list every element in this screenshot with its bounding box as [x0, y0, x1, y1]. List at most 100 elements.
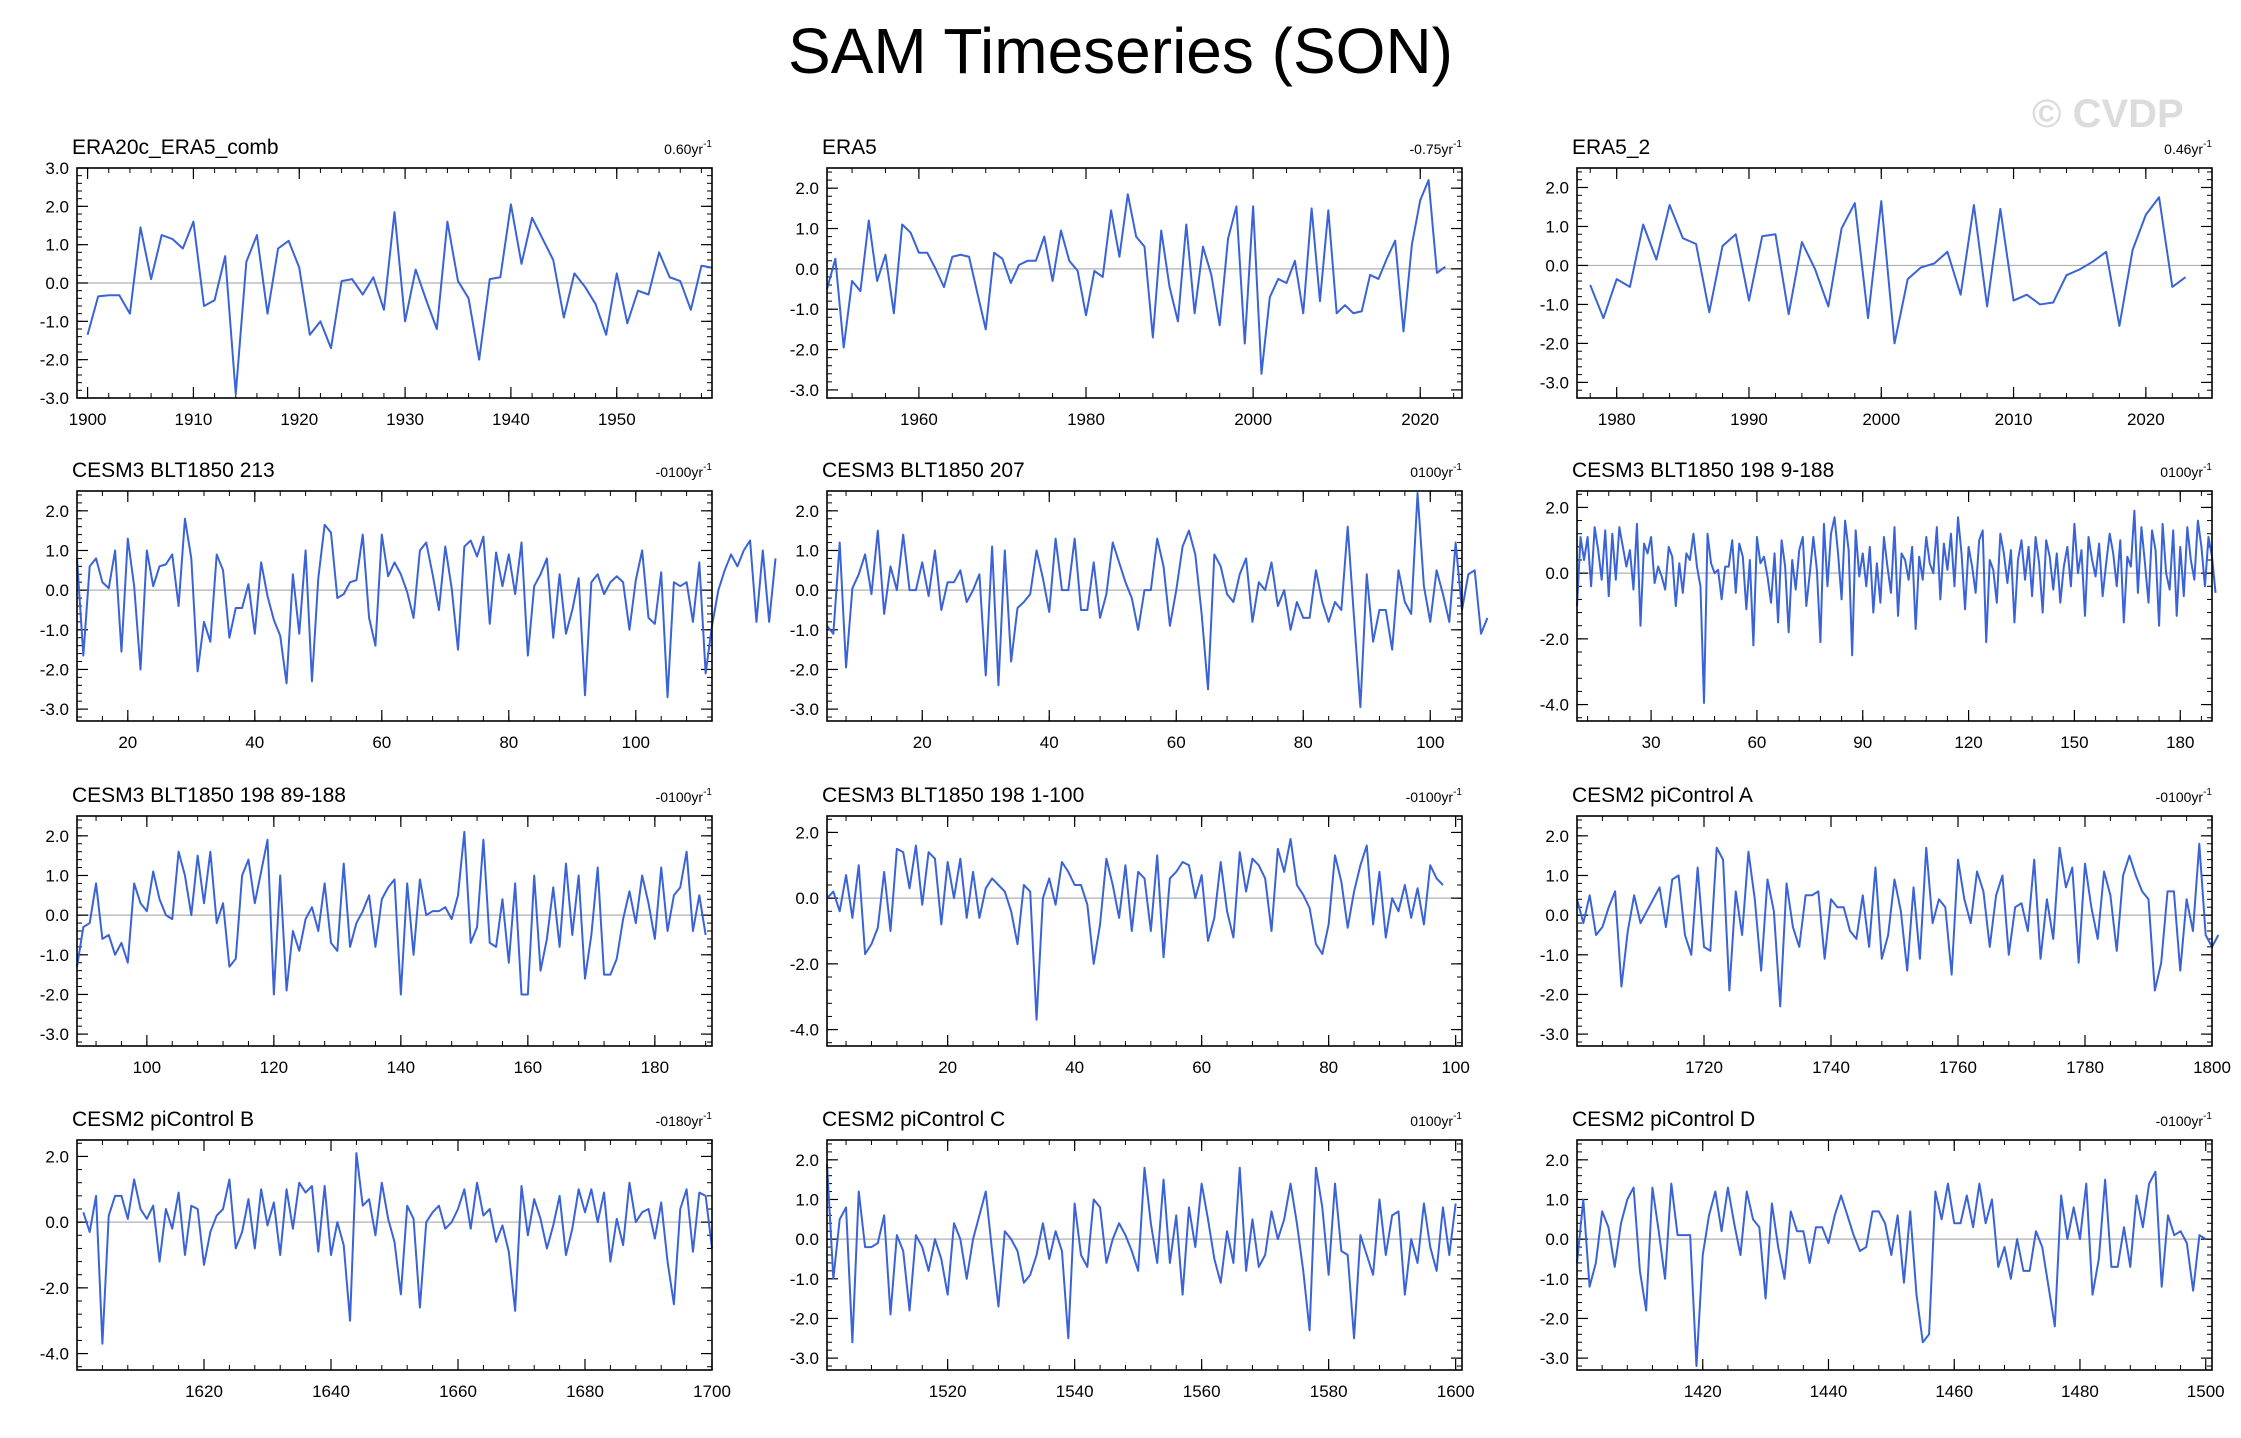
plot-frame	[826, 490, 1463, 722]
y-tick-label: 2.0	[795, 179, 819, 198]
x-tick-label: 1420	[1684, 1382, 1722, 1401]
series-line	[1576, 842, 2220, 1008]
trend-label: -0180yr-1	[656, 1111, 713, 1129]
x-tick-label: 1700	[693, 1382, 731, 1401]
chart-panel: CESM2 piControl A -0100yr-1 -3.0 -2.0 -1.0 0.…	[1540, 784, 2231, 1077]
y-tick-label: -4.0	[1540, 696, 1569, 715]
chart-title: ERA5	[822, 136, 877, 159]
series-line	[826, 491, 1489, 709]
y-tick-label: -1.0	[1540, 1270, 1569, 1289]
x-tick-label: 2010	[1995, 410, 2033, 429]
trend-exponent: -1	[1453, 787, 1462, 798]
trend-exponent: -1	[2203, 1111, 2212, 1122]
series-line	[1576, 1170, 2207, 1368]
y-tick-label: -1.0	[790, 1270, 819, 1289]
trend-exponent: -1	[1453, 139, 1462, 150]
x-tick-label: 180	[641, 1058, 669, 1077]
x-tick-label: 1540	[1056, 1382, 1094, 1401]
series-line	[86, 203, 713, 396]
y-tick-label: 2.0	[1545, 178, 1569, 197]
trend-label: 0100yr-1	[2160, 462, 2212, 480]
chart-panel: CESM3 BLT1850 213 -0100yr-1 -3.0 -2.0 -1.0 0.…	[40, 459, 777, 752]
x-tick-label: 40	[245, 733, 264, 752]
y-tick-label: -3.0	[1540, 1349, 1569, 1368]
chart-panel: ERA5 -0.75yr-1 -3.0 -2.0 -1.0 0.0 1.0 2.0 1960 19…	[790, 136, 1463, 429]
y-tick-label: 1.0	[45, 541, 69, 560]
x-tick-label: 1740	[1812, 1058, 1850, 1077]
y-tick-label: -2.0	[790, 660, 819, 679]
y-tick-label: 2.0	[795, 1151, 819, 1170]
y-tick-label: -1.0	[1540, 295, 1569, 314]
x-tick-label: 1800	[2193, 1058, 2231, 1077]
chart-panel: CESM2 piControl C 0100yr-1 -3.0 -2.0 -1.0 0.0…	[790, 1108, 1475, 1401]
x-tick-label: 2000	[1862, 410, 1900, 429]
y-tick-label: -2.0	[1540, 630, 1569, 649]
y-tick-label: -3.0	[40, 700, 69, 719]
x-tick-label: 140	[387, 1058, 415, 1077]
x-tick-label: 1960	[900, 410, 938, 429]
x-tick-label: 1440	[1810, 1382, 1848, 1401]
chart-panel: CESM2 piControl D -0100yr-1 -3.0 -2.0 -1.0 0.…	[1540, 1108, 2225, 1401]
y-tick-label: -3.0	[1540, 1025, 1569, 1044]
x-tick-label: 1460	[1935, 1382, 1973, 1401]
trend-exponent: -1	[703, 139, 712, 150]
y-tick-label: 0.0	[795, 260, 819, 279]
y-tick-label: 0.0	[45, 1213, 69, 1232]
y-tick-label: -3.0	[40, 1025, 69, 1044]
series-line	[826, 838, 1444, 1021]
y-tick-label: 1.0	[1545, 866, 1569, 885]
x-tick-label: 20	[913, 733, 932, 752]
y-tick-label: 2.0	[45, 197, 69, 216]
chart-title: CESM2 piControl D	[1572, 1108, 1755, 1131]
trend-exponent: -1	[1453, 1111, 1462, 1122]
chart-title: CESM2 piControl A	[1572, 784, 1753, 807]
y-tick-label: 1.0	[45, 866, 69, 885]
series-line	[826, 1163, 1457, 1344]
y-tick-label: -1.0	[40, 946, 69, 965]
x-tick-label: 1980	[1598, 410, 1636, 429]
chart-panel: CESM3 BLT1850 207 0100yr-1 -3.0 -2.0 -1.0 0.0…	[790, 459, 1489, 752]
x-tick-label: 30	[1642, 733, 1661, 752]
y-tick-label: 0.0	[45, 906, 69, 925]
y-tick-label: 2.0	[1545, 1151, 1569, 1170]
y-tick-label: -2.0	[40, 660, 69, 679]
y-tick-label: -1.0	[790, 621, 819, 640]
x-tick-label: 60	[1747, 733, 1766, 752]
x-tick-label: 80	[1319, 1058, 1338, 1077]
trend-label: 0100yr-1	[1410, 1111, 1462, 1129]
chart-title: CESM3 BLT1850 198 89-188	[72, 784, 346, 807]
y-tick-label: 0.0	[795, 1230, 819, 1249]
series-line	[76, 830, 707, 996]
x-tick-label: 60	[1167, 733, 1186, 752]
trend-exponent: -1	[703, 1111, 712, 1122]
y-tick-label: 1.0	[45, 236, 69, 255]
y-tick-label: 0.0	[45, 581, 69, 600]
x-tick-label: 1930	[386, 410, 424, 429]
y-tick-label: 2.0	[45, 827, 69, 846]
trend-label: 0100yr-1	[1410, 462, 1462, 480]
x-tick-label: 1480	[2061, 1382, 2099, 1401]
y-tick-label: 0.0	[1545, 906, 1569, 925]
chart-title: CESM3 BLT1850 198 9-188	[1572, 459, 1834, 482]
trend-label: -0100yr-1	[1406, 787, 1463, 805]
series-line	[1589, 196, 2187, 345]
x-tick-label: 1660	[439, 1382, 477, 1401]
y-tick-label: -3.0	[40, 389, 69, 408]
y-tick-label: -2.0	[790, 955, 819, 974]
y-tick-label: 2.0	[45, 502, 69, 521]
plot-frame	[76, 490, 713, 722]
y-tick-label: 0.0	[45, 274, 69, 293]
chart-title: CESM2 piControl B	[72, 1108, 254, 1131]
y-tick-label: -4.0	[40, 1345, 69, 1364]
plot-frame	[76, 1139, 713, 1371]
y-tick-label: 3.0	[45, 159, 69, 178]
chart-title: ERA5_2	[1572, 136, 1650, 159]
trend-exponent: -1	[1453, 462, 1462, 473]
x-tick-label: 1920	[280, 410, 318, 429]
y-tick-label: 1.0	[795, 220, 819, 239]
chart-title: CESM3 BLT1850 213	[72, 459, 275, 482]
chart-panel: ERA5_2 0.46yr-1 -3.0 -2.0 -1.0 0.0 1.0 2.0 1980 1…	[1540, 136, 2213, 429]
x-tick-label: 40	[1065, 1058, 1084, 1077]
x-tick-label: 90	[1853, 733, 1872, 752]
x-tick-label: 100	[1441, 1058, 1469, 1077]
